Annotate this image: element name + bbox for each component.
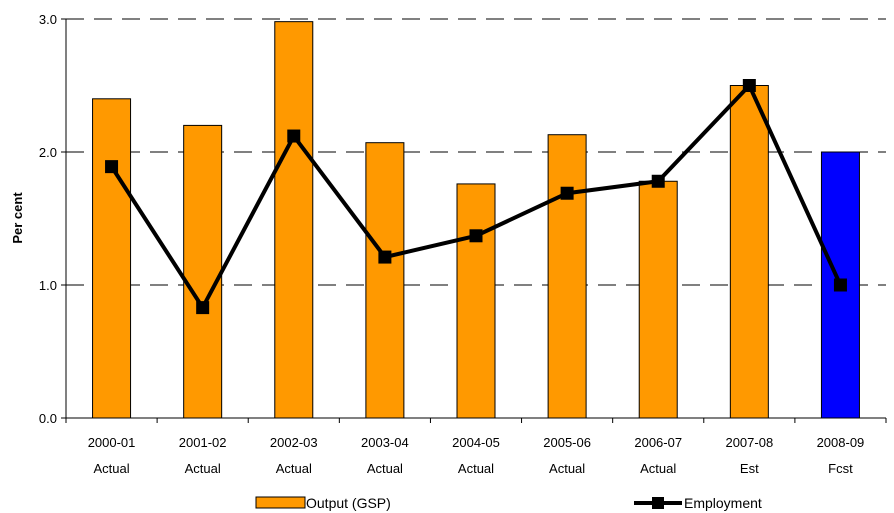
y-tick-labels: 0.0 1.0 2.0 3.0 (39, 12, 57, 426)
employment-point (287, 129, 301, 143)
employment-point (378, 250, 392, 264)
employment-point (560, 186, 574, 200)
employment-point (105, 160, 119, 174)
x-tick-sublabel: Est (740, 461, 759, 476)
employment-point (469, 229, 483, 243)
employment-point (742, 79, 756, 92)
x-tick-sublabel: Actual (93, 461, 129, 476)
x-tick-sublabel: Actual (458, 461, 494, 476)
x-tick-labels: 2000-01 Actual 2001-02 Actual 2002-03 Actual 2… (88, 435, 865, 476)
bar (638, 180, 678, 419)
employment-point (651, 174, 665, 188)
x-tick-label: 2008-09 (817, 435, 865, 450)
axes (65, 19, 886, 419)
bar-series-output-gsp (92, 21, 860, 419)
x-tick-sublabel: Actual (549, 461, 585, 476)
x-tick-sublabel: Actual (276, 461, 312, 476)
bar (92, 98, 132, 419)
bar (456, 183, 496, 419)
x-tick-sublabel: Actual (367, 461, 403, 476)
bar (274, 21, 314, 419)
x-tick-label: 2002-03 (270, 435, 318, 450)
x-tick-label: 2006-07 (634, 435, 682, 450)
bar (729, 85, 769, 419)
y-tick-label: 0.0 (39, 411, 57, 426)
x-tick-label: 2000-01 (88, 435, 136, 450)
legend-label-employment: Employment (684, 495, 762, 511)
employment-point (833, 278, 847, 292)
y-tick-label: 2.0 (39, 145, 57, 160)
x-tick-label: 2004-05 (452, 435, 500, 450)
bar (183, 124, 223, 419)
bar (547, 134, 587, 419)
x-tick-sublabel: Actual (185, 461, 221, 476)
x-tick-label: 2005-06 (543, 435, 591, 450)
x-tick-label: 2007-08 (725, 435, 773, 450)
line-series-employment (105, 79, 847, 315)
legend: Output (GSP) Employment (255, 495, 762, 511)
legend-swatch-output-gsp (255, 496, 306, 509)
x-tick-sublabel: Actual (640, 461, 676, 476)
employment-point (196, 301, 210, 315)
bar (365, 142, 405, 419)
y-tick-label: 1.0 (39, 278, 57, 293)
x-tick-label: 2001-02 (179, 435, 227, 450)
legend-swatch-employment-marker (652, 497, 664, 509)
y-tick-label: 3.0 (39, 12, 57, 27)
x-tick-sublabel: Fcst (828, 461, 853, 476)
y-axis-label: Per cent (10, 192, 25, 244)
legend-label-output-gsp: Output (GSP) (306, 495, 391, 511)
x-tick-label: 2003-04 (361, 435, 409, 450)
